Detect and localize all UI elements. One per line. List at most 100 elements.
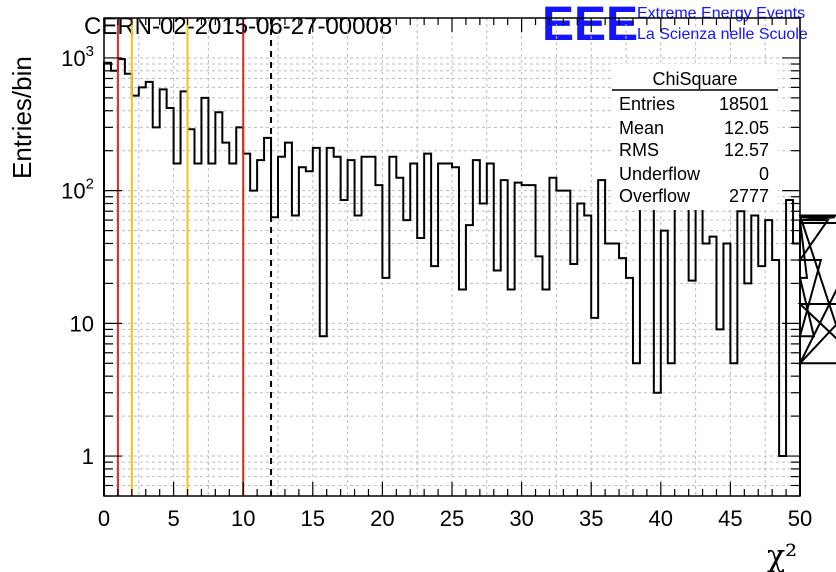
histogram-bin [584, 215, 591, 496]
histogram-bin [306, 171, 313, 496]
histogram-bin [229, 164, 236, 496]
histogram-bin [188, 129, 195, 496]
histogram-bin [793, 243, 800, 496]
histogram-bin [403, 220, 410, 496]
stats-value-rms: 12.57 [724, 140, 769, 160]
histogram-bin [417, 238, 424, 496]
histogram-bin [779, 456, 786, 496]
histogram-bin [299, 167, 306, 496]
histogram-bin [619, 258, 626, 496]
x-tick-label: 10 [231, 506, 255, 531]
x-tick-label: 20 [370, 506, 394, 531]
histogram-bin [285, 143, 292, 496]
y-ticks: 1 10 102 103 [61, 17, 800, 497]
histogram-bin [501, 180, 508, 496]
logo-line-1: Extreme Energy Events [637, 5, 805, 22]
histogram-bin [215, 112, 222, 496]
stats-value-mean: 12.05 [724, 118, 769, 138]
x-tick-label: 15 [301, 506, 325, 531]
histogram-bin [396, 178, 403, 496]
y-tick-label: 103 [61, 43, 94, 71]
histogram-bin [118, 59, 125, 496]
histogram-bin [445, 164, 452, 496]
histogram-bin [473, 160, 480, 496]
histogram-bin [452, 167, 459, 496]
x-tick-label: 30 [509, 506, 533, 531]
histogram-bin [716, 329, 723, 496]
histogram-bin [278, 157, 285, 496]
histogram-bin [222, 143, 229, 496]
histogram-bin [654, 393, 661, 496]
stats-value-entries: 18501 [719, 94, 769, 114]
histogram-bin [751, 215, 758, 496]
histogram-bin [438, 164, 445, 496]
marker-lines [116, 18, 273, 496]
histogram-bin [591, 318, 598, 496]
stats-label-entries: Entries [619, 94, 675, 114]
stats-label-mean: Mean [619, 118, 664, 138]
histogram-bin [153, 127, 160, 496]
histogram-bin [772, 260, 779, 496]
histogram-bin [730, 363, 737, 496]
histogram-bin [626, 278, 633, 496]
histogram-bin [174, 164, 181, 496]
histogram-bin [410, 164, 417, 496]
histogram-bin [758, 266, 765, 496]
histogram-bin [661, 231, 668, 496]
histogram-bin [146, 82, 153, 496]
histogram-bin [125, 74, 132, 496]
histogram-bin [640, 191, 647, 496]
histogram-bin [160, 89, 167, 496]
histogram-bin [605, 243, 612, 496]
x-tick-label: 40 [649, 506, 673, 531]
histogram-bin [459, 289, 466, 496]
histogram-bin [466, 225, 473, 496]
histogram-bin [480, 204, 487, 496]
y-tick-label: 1 [82, 444, 94, 469]
x-ticks: 0 5 10 15 20 25 30 35 40 45 50 [98, 18, 812, 531]
histogram-bin [341, 200, 348, 496]
histogram-bin [194, 164, 201, 496]
histogram-bin [536, 256, 543, 496]
x-tick-label: 25 [440, 506, 464, 531]
histogram-bin [786, 200, 793, 496]
histogram-bin [327, 148, 334, 496]
histogram-bin [737, 211, 744, 496]
histogram-bin [765, 220, 772, 496]
histogram-bin [424, 154, 431, 496]
histogram-bin [633, 363, 640, 496]
histogram-bin [320, 336, 327, 496]
logo-line-2: La Scienza nelle Scuole [637, 26, 808, 43]
stats-box: ChiSquare Entries 18501 Mean 12.05 RMS 1… [612, 64, 778, 210]
x-tick-label: 0 [98, 506, 110, 531]
logo-text: EEE [542, 0, 638, 51]
histogram-bin [723, 243, 730, 496]
histogram-bin [710, 237, 717, 496]
histogram-bin [139, 87, 146, 496]
x-axis-label: χ² [767, 539, 797, 572]
histogram-bin [529, 185, 536, 496]
histogram-bin [696, 191, 703, 496]
histogram-bin [271, 217, 278, 496]
stats-label-rms: RMS [619, 140, 659, 160]
histogram-bin [292, 215, 299, 496]
histogram-bin [236, 127, 243, 496]
y-tick-label: 102 [61, 176, 94, 204]
histogram-outline [103, 58, 836, 496]
histogram-bin [744, 283, 751, 496]
histogram-bin [368, 157, 375, 496]
histogram-bin [382, 278, 389, 496]
histogram-bin [522, 185, 529, 496]
histogram-bin [675, 191, 682, 496]
histogram-bin [668, 363, 675, 496]
y-axis-label: Entries/bin [7, 56, 37, 179]
histogram-bin [703, 243, 710, 496]
histogram-bin [647, 180, 654, 496]
histogram-bin [508, 289, 515, 496]
histogram-bin [556, 191, 563, 496]
histogram-bin [132, 96, 139, 496]
histogram-bin [570, 264, 577, 496]
chart-title: CERN-02-2015-06-27-00008 [84, 13, 392, 40]
histogram-bin [264, 138, 271, 496]
